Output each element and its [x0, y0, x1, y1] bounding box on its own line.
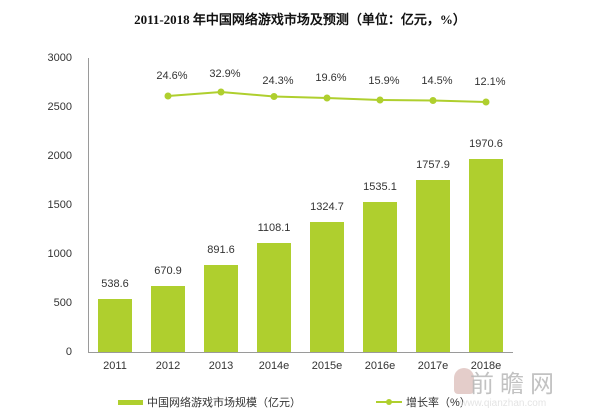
bar-2012: [151, 286, 185, 352]
x-tick: 2014e: [258, 360, 290, 372]
watermark-url: www.qianzhan.com: [460, 398, 547, 409]
watermark-logo-icon: [454, 368, 474, 394]
rate-label: 19.6%: [315, 72, 347, 84]
line-marker-icon: [376, 399, 402, 405]
legend-label: 增长率（%）: [406, 397, 471, 409]
bar-2015e: [310, 222, 344, 352]
bar-2016e: [363, 202, 397, 352]
bar-value-label: 1970.6: [469, 138, 503, 150]
x-tick: 2016e: [364, 360, 396, 372]
legend-label: 中国网络游戏市场规模（亿元）: [147, 397, 301, 409]
bar-2018e: [469, 159, 503, 352]
x-tick: 2018e: [470, 360, 502, 372]
x-tick: 2013: [208, 360, 234, 372]
legend-item-market-size: 中国网络游戏市场规模（亿元）: [118, 394, 301, 410]
rate-label: 24.3%: [262, 75, 294, 87]
bar-value-label: 670.9: [154, 265, 182, 277]
rate-point: [217, 88, 225, 96]
bar-value-label: 1535.1: [363, 181, 397, 193]
bar-value-label: 538.6: [101, 278, 129, 290]
rate-point: [270, 93, 278, 100]
rate-label: 24.6%: [156, 70, 188, 82]
bar-value-label: 1757.9: [416, 159, 450, 171]
y-tick: 1500: [47, 199, 72, 211]
y-tick: 1000: [47, 248, 72, 260]
y-tick: 2000: [47, 150, 72, 162]
y-tick: 2500: [47, 101, 72, 113]
rate-label: 32.9%: [209, 68, 241, 80]
rate-label: 12.1%: [474, 76, 506, 88]
y-axis-line: [88, 58, 89, 352]
rate-point: [482, 98, 490, 106]
y-tick: 3000: [47, 52, 72, 64]
x-axis-line: [88, 352, 513, 353]
rate-point: [429, 97, 437, 104]
x-tick: 2011: [103, 360, 127, 372]
bar-value-label: 891.6: [207, 244, 235, 256]
rate-label: 14.5%: [421, 75, 453, 87]
legend-item-growth-rate: 增长率（%）: [376, 394, 471, 410]
y-tick: 500: [53, 297, 72, 309]
x-tick: 2017e: [417, 360, 449, 372]
bar-2013: [204, 265, 238, 352]
chart-title: 2011-2018 年中国网络游戏市场及预测（单位：亿元，%）: [134, 12, 466, 27]
bar-value-label: 1108.1: [257, 222, 291, 234]
rate-point: [323, 94, 331, 102]
rate-label: 15.9%: [368, 75, 400, 87]
watermark: 前瞻网: [470, 371, 560, 398]
rate-point: [164, 92, 172, 100]
y-tick: 0: [65, 346, 72, 358]
bar-2011: [98, 299, 132, 352]
bar-2017e: [416, 180, 450, 352]
x-tick: 2012: [155, 360, 181, 372]
rate-point: [376, 96, 384, 104]
bar-swatch-icon: [118, 399, 143, 405]
x-tick: 2015e: [311, 360, 343, 372]
bar-value-label: 1324.7: [310, 201, 344, 213]
bar-2014e: [257, 243, 291, 352]
